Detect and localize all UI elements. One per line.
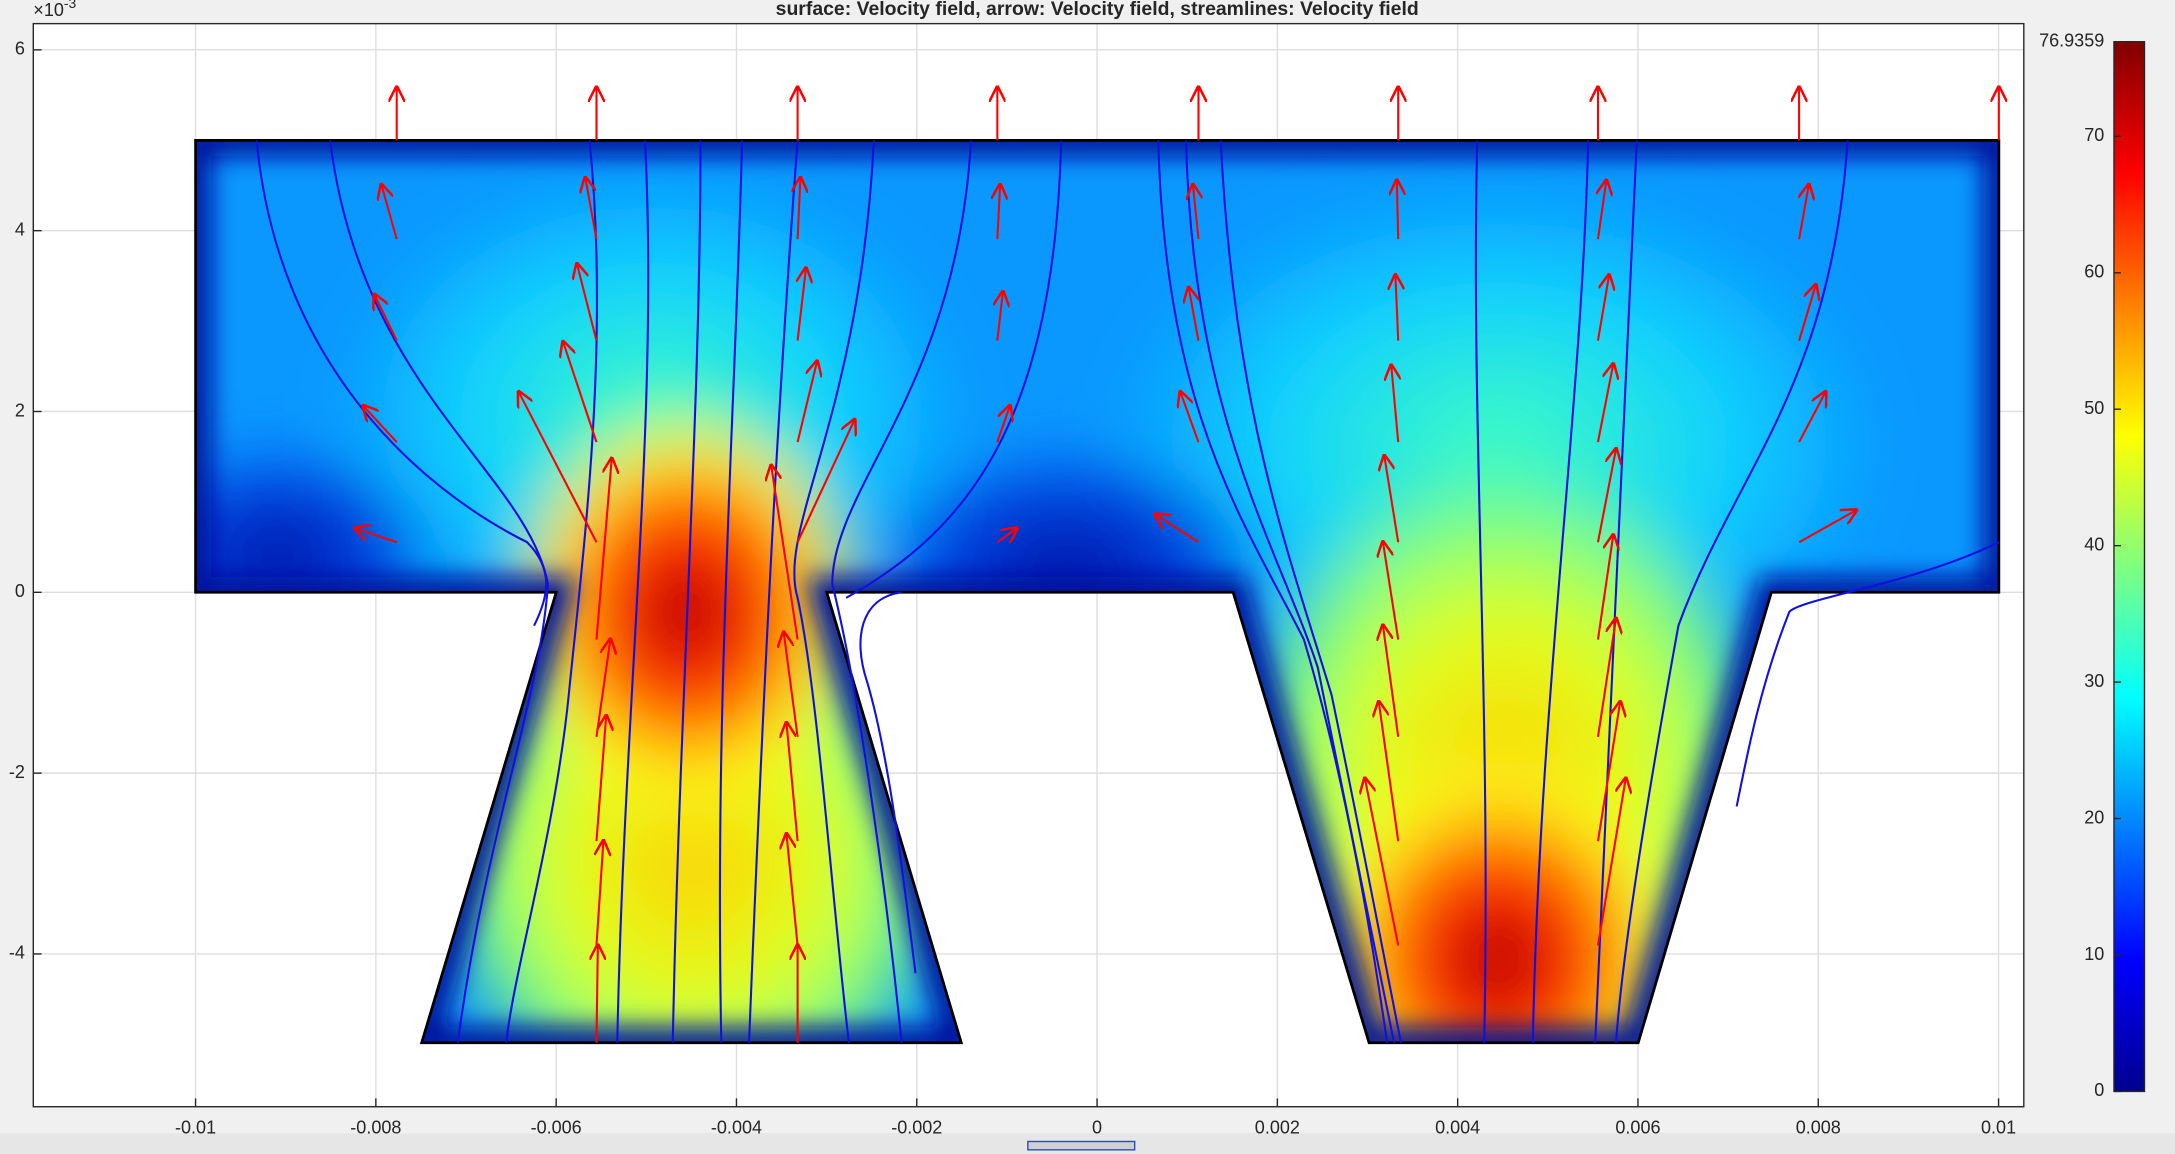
- y-tick-label: 4: [15, 219, 25, 239]
- y-tick-label: 2: [15, 400, 25, 420]
- x-tick-label: 0.008: [1796, 1118, 1841, 1138]
- x-tick-label: -0.008: [350, 1118, 401, 1138]
- y-scale-base: ×10: [33, 0, 64, 20]
- colorbar-tick-label: 20: [2084, 807, 2104, 827]
- x-tick-label: 0.01: [1981, 1118, 2016, 1138]
- y-tick-label: 0: [15, 581, 25, 601]
- colorbar-max-label: 76.9359: [2039, 30, 2104, 50]
- x-tick-label: 0.006: [1615, 1118, 1660, 1138]
- colorbar-tick-label: 50: [2084, 398, 2104, 418]
- streamlines: [255, 140, 2000, 1043]
- y-scale-label: ×10-3: [33, 0, 76, 20]
- y-tick-label: -4: [9, 943, 25, 963]
- colorbar-tick-label: 30: [2084, 671, 2104, 691]
- arrows: [355, 88, 1999, 1043]
- colorbar: [2113, 41, 2146, 1093]
- y-scale-exponent: -3: [64, 0, 77, 11]
- domain-outline: [194, 139, 2001, 1045]
- x-tick-label: -0.004: [711, 1118, 762, 1138]
- x-tick-label: 0.004: [1435, 1118, 1480, 1138]
- colorbar-tick-label: 0: [2094, 1080, 2104, 1100]
- y-tick-label: -2: [9, 762, 25, 782]
- colorbar-tick-label: 10: [2084, 944, 2104, 964]
- colorbar-tick-label: 70: [2084, 125, 2104, 145]
- chart-title: surface: Velocity field, arrow: Velocity…: [776, 0, 1419, 20]
- x-tick-label: -0.002: [891, 1118, 942, 1138]
- y-tick-label: 6: [15, 39, 25, 59]
- colorbar-tick-label: 60: [2084, 262, 2104, 282]
- x-tick-label: 0.002: [1255, 1118, 1300, 1138]
- x-tick-label: -0.006: [531, 1118, 582, 1138]
- colorbar-tick-label: 40: [2084, 534, 2104, 554]
- x-tick-label: 0: [1092, 1118, 1102, 1138]
- x-tick-label: -0.01: [175, 1118, 216, 1138]
- scrollbar-thumb[interactable]: [1027, 1140, 1136, 1151]
- axes-box: [32, 22, 2025, 1108]
